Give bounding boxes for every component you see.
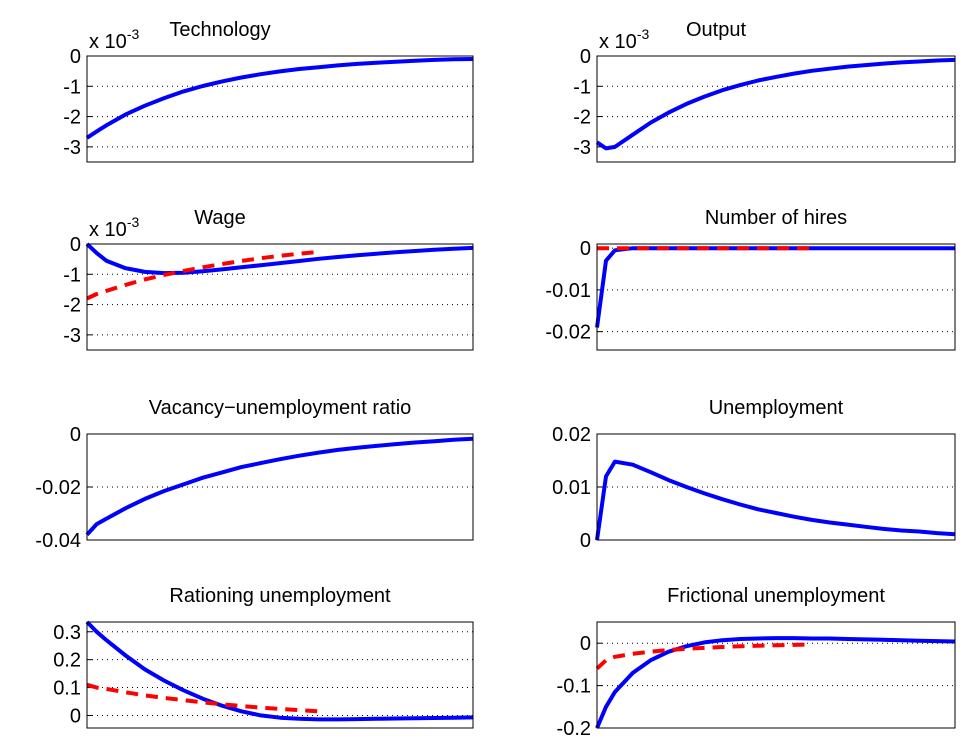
subplot-title: Unemployment bbox=[709, 397, 844, 419]
plot-frame bbox=[86, 243, 474, 351]
subplot-title: Output bbox=[686, 19, 746, 41]
plot-frame bbox=[596, 621, 956, 729]
scale-base: x 10 bbox=[599, 31, 637, 53]
y-tick-label: 0 bbox=[70, 46, 81, 68]
y-tick-label: -3 bbox=[63, 325, 81, 347]
y-tick-label: 0 bbox=[580, 633, 591, 655]
series-line bbox=[86, 682, 319, 714]
y-tick-label: 0.3 bbox=[53, 622, 81, 644]
subplot: 0 0.1 0.2 0.3 Rationing unemployment bbox=[53, 585, 474, 729]
y-tick-label: -0.2 bbox=[557, 718, 591, 740]
y-tick-label: 0 bbox=[70, 424, 81, 446]
plot-frame bbox=[86, 55, 474, 163]
series-line bbox=[85, 242, 474, 276]
y-tick-label: -3 bbox=[63, 137, 81, 159]
y-tick-label: -2 bbox=[63, 295, 81, 317]
subplot-title: Rationing unemployment bbox=[169, 585, 391, 607]
y-tick-label: -0.01 bbox=[545, 280, 591, 302]
plot-area bbox=[87, 56, 473, 162]
y-tick-label: 0 bbox=[580, 530, 591, 552]
series-line bbox=[595, 636, 956, 729]
subplot-title: Technology bbox=[169, 19, 270, 41]
subplot: -0.02 -0.01 0 Number of hires bbox=[545, 207, 956, 351]
plot-area bbox=[87, 244, 473, 350]
series-line bbox=[85, 57, 474, 140]
y-tick-label: 0 bbox=[580, 238, 591, 260]
plot-frame bbox=[596, 243, 956, 351]
scale-exponent: -3 bbox=[127, 214, 140, 230]
scale-exponent: -3 bbox=[127, 26, 140, 42]
y-tick-label: -0.02 bbox=[545, 322, 591, 344]
axis-scale: x 10-3 bbox=[599, 26, 649, 53]
axis-scale: x 10-3 bbox=[89, 214, 139, 241]
plot-area bbox=[597, 56, 955, 162]
plot-frame bbox=[596, 55, 956, 163]
y-tick-label: 0.02 bbox=[552, 424, 591, 446]
y-tick-label: -0.04 bbox=[35, 530, 81, 552]
subplot-title: Frictional unemployment bbox=[667, 585, 885, 607]
series-line bbox=[595, 57, 956, 151]
y-tick-label: 0 bbox=[580, 46, 591, 68]
series-line bbox=[595, 459, 956, 541]
subplot-title: Number of hires bbox=[705, 207, 847, 229]
subplot: 0 0.01 0.02 Unemployment bbox=[552, 397, 956, 552]
subplot-title: Wage bbox=[194, 207, 246, 229]
plot-area bbox=[597, 434, 955, 540]
scale-exponent: -3 bbox=[637, 26, 650, 42]
subplot-title: Vacancy−unemployment ratio bbox=[149, 397, 412, 419]
series-line bbox=[85, 436, 474, 537]
plot-area bbox=[87, 622, 473, 728]
plot-frame bbox=[86, 621, 474, 729]
y-tick-label: 0.01 bbox=[552, 477, 591, 499]
axis-scale: x 10-3 bbox=[89, 26, 139, 53]
y-tick-label: 0 bbox=[70, 705, 81, 727]
plot-area bbox=[597, 244, 955, 350]
scale-base: x 10 bbox=[89, 31, 127, 53]
y-tick-label: 0.2 bbox=[53, 650, 81, 672]
y-tick-label: -2 bbox=[63, 107, 81, 129]
y-tick-label: -3 bbox=[573, 137, 591, 159]
y-tick-label: -1 bbox=[573, 76, 591, 98]
series-line bbox=[86, 249, 319, 301]
y-tick-label: -0.1 bbox=[557, 676, 591, 698]
y-tick-label: -1 bbox=[63, 76, 81, 98]
y-tick-label: -2 bbox=[573, 107, 591, 129]
plot-frame bbox=[86, 433, 474, 541]
subplot: -0.04 -0.02 0 Vacancy−unemployment ratio bbox=[35, 397, 474, 552]
scale-base: x 10 bbox=[89, 219, 127, 241]
series-line bbox=[595, 642, 812, 671]
y-tick-label: 0 bbox=[70, 234, 81, 256]
subplot: -0.2 -0.1 0 Frictional unemployment bbox=[557, 585, 956, 740]
plot-frame bbox=[596, 433, 956, 541]
y-tick-label: -1 bbox=[63, 264, 81, 286]
series-line bbox=[85, 620, 474, 722]
y-tick-label: 0.1 bbox=[53, 678, 81, 700]
y-tick-label: -0.02 bbox=[35, 477, 81, 499]
plot-area bbox=[87, 434, 473, 540]
